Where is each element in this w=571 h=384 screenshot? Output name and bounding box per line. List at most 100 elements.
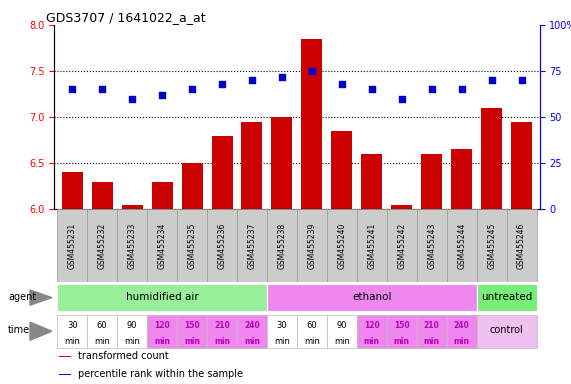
Bar: [237, 209, 267, 282]
Bar: [447, 209, 477, 282]
Text: min: min: [304, 337, 320, 346]
Text: GSM455233: GSM455233: [128, 223, 136, 269]
Text: GSM455237: GSM455237: [247, 223, 256, 269]
Text: GSM455245: GSM455245: [487, 223, 496, 269]
Bar: [117, 315, 147, 348]
Bar: [331, 131, 352, 384]
Text: 90: 90: [337, 321, 347, 330]
Bar: [57, 315, 87, 348]
Text: GSM455235: GSM455235: [187, 223, 196, 269]
Bar: [327, 315, 357, 348]
Text: ethanol: ethanol: [352, 292, 392, 302]
Text: min: min: [184, 337, 200, 346]
Text: GSM455240: GSM455240: [337, 223, 347, 269]
Bar: [59, 356, 71, 358]
Bar: [177, 315, 207, 348]
Text: time: time: [8, 326, 30, 336]
Bar: [447, 315, 477, 348]
Bar: [391, 205, 412, 384]
Bar: [417, 209, 447, 282]
Text: transformed count: transformed count: [78, 351, 168, 361]
Bar: [242, 122, 263, 384]
Bar: [477, 315, 537, 348]
Bar: [417, 315, 447, 348]
Polygon shape: [30, 322, 52, 340]
Point: [457, 86, 467, 93]
Text: humidified air: humidified air: [126, 292, 199, 302]
Text: GSM455243: GSM455243: [427, 223, 436, 269]
Bar: [477, 209, 506, 282]
Bar: [177, 209, 207, 282]
Text: min: min: [454, 337, 470, 346]
Text: min: min: [65, 337, 80, 346]
Bar: [92, 182, 112, 384]
Point: [337, 81, 347, 87]
Text: 90: 90: [127, 321, 138, 330]
Bar: [421, 154, 442, 384]
Text: GSM455241: GSM455241: [367, 223, 376, 269]
Point: [367, 86, 376, 93]
Bar: [152, 182, 172, 384]
Point: [487, 77, 496, 83]
Text: min: min: [154, 337, 170, 346]
Bar: [122, 205, 143, 384]
Text: 150: 150: [394, 321, 409, 330]
Bar: [267, 315, 297, 348]
Text: 210: 210: [424, 321, 440, 330]
Bar: [207, 315, 237, 348]
Bar: [211, 136, 232, 384]
Text: GSM455231: GSM455231: [68, 223, 77, 269]
Point: [427, 86, 436, 93]
Point: [127, 96, 136, 102]
Bar: [182, 163, 203, 384]
Bar: [506, 209, 537, 282]
Bar: [327, 209, 357, 282]
Bar: [297, 209, 327, 282]
Text: untreated: untreated: [481, 292, 532, 302]
Text: 30: 30: [67, 321, 78, 330]
Bar: [87, 209, 117, 282]
Text: min: min: [214, 337, 230, 346]
Point: [187, 86, 196, 93]
Bar: [387, 315, 417, 348]
Text: GSM455244: GSM455244: [457, 223, 466, 269]
Text: GSM455239: GSM455239: [307, 223, 316, 269]
Bar: [117, 209, 147, 282]
Bar: [481, 108, 502, 384]
Text: min: min: [94, 337, 110, 346]
Text: GSM455232: GSM455232: [98, 223, 107, 269]
Bar: [87, 315, 117, 348]
Bar: [57, 284, 267, 311]
Text: agent: agent: [8, 292, 37, 302]
Bar: [62, 172, 83, 384]
Text: min: min: [244, 337, 260, 346]
Bar: [357, 315, 387, 348]
Text: GSM455234: GSM455234: [158, 223, 167, 269]
Bar: [387, 209, 417, 282]
Bar: [267, 209, 297, 282]
Text: 120: 120: [154, 321, 170, 330]
Text: 240: 240: [244, 321, 260, 330]
Bar: [237, 315, 267, 348]
Bar: [57, 209, 87, 282]
Text: min: min: [274, 337, 290, 346]
Polygon shape: [30, 290, 52, 305]
Text: control: control: [490, 326, 524, 336]
Bar: [267, 284, 477, 311]
Text: 60: 60: [307, 321, 317, 330]
Point: [98, 86, 107, 93]
Text: 30: 30: [276, 321, 287, 330]
Bar: [271, 117, 292, 384]
Text: 210: 210: [214, 321, 230, 330]
Bar: [477, 284, 537, 311]
Text: min: min: [124, 337, 140, 346]
Point: [517, 77, 526, 83]
Text: GSM455238: GSM455238: [278, 223, 287, 269]
Point: [67, 86, 77, 93]
Text: 240: 240: [454, 321, 469, 330]
Point: [278, 73, 287, 79]
Text: min: min: [424, 337, 440, 346]
Point: [218, 81, 227, 87]
Point: [397, 96, 407, 102]
Point: [158, 92, 167, 98]
